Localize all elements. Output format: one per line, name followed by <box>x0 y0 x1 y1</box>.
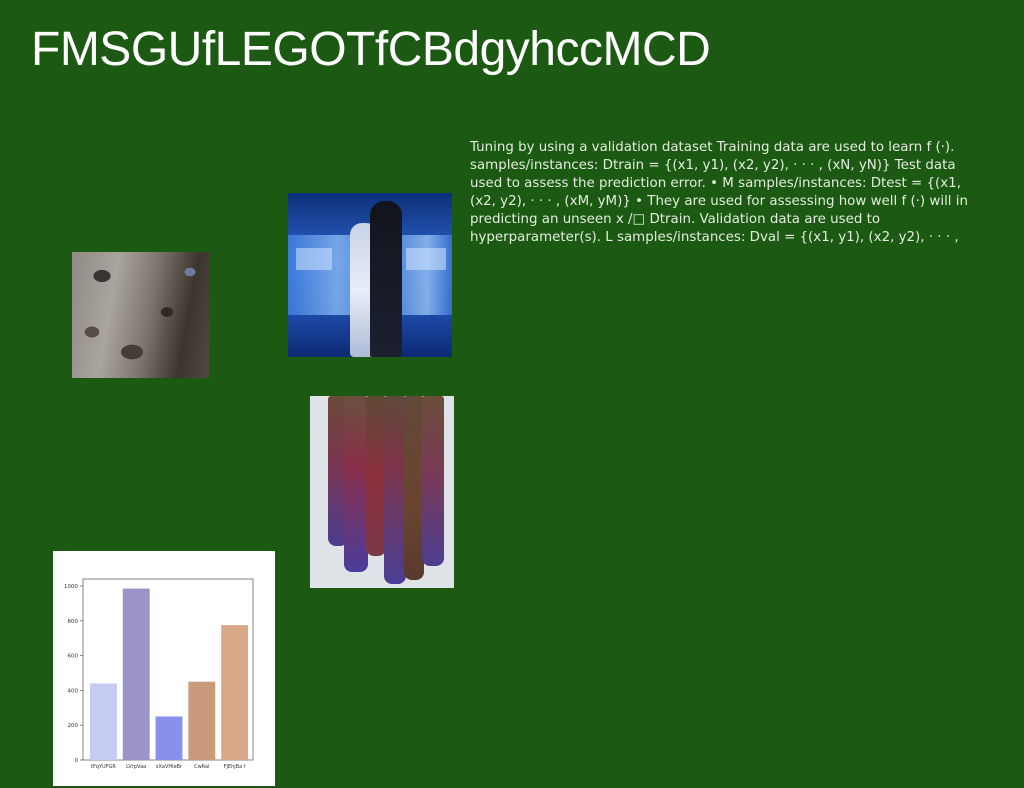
chart-bar <box>156 716 183 760</box>
x-tick-label: sXaVHIeBr <box>156 764 183 770</box>
chart-bar <box>123 589 150 760</box>
bottle <box>366 396 386 556</box>
bottle <box>404 396 424 580</box>
chart-bar <box>188 682 215 760</box>
bottle <box>384 396 406 584</box>
body-text: Tuning by using a validation dataset Tra… <box>470 139 985 247</box>
chart-bar <box>90 683 117 760</box>
x-tick-label: LVrpVaa <box>126 764 146 770</box>
y-tick-label: 1000 <box>64 584 78 590</box>
page-title: FMSGUfLEGOTfCBdgyhccMCD <box>31 22 710 78</box>
man-figure <box>370 201 402 357</box>
train-window <box>406 248 446 270</box>
rock-texture-image <box>72 252 209 378</box>
train-window <box>296 248 332 270</box>
couple-train-image <box>288 193 452 357</box>
y-tick-label: 800 <box>68 619 79 625</box>
y-tick-label: 0 <box>75 758 79 764</box>
chart-bar <box>221 625 248 760</box>
y-tick-label: 400 <box>68 688 79 694</box>
x-tick-label: FjEhjBa f <box>224 764 246 770</box>
x-tick-label: tFqYUFGR <box>91 764 116 770</box>
x-tick-label: CwRal <box>194 764 209 770</box>
bottles-artwork-image <box>310 396 454 588</box>
y-tick-label: 200 <box>68 723 79 729</box>
bottle <box>422 396 444 566</box>
y-tick-label: 600 <box>68 654 79 660</box>
bar-chart: 0 200 400 600 800 1000 tFqYUFGR LVrpVaa sXaVHIeB… <box>53 551 275 786</box>
bottle <box>344 396 368 572</box>
bar-chart-image: 0 200 400 600 800 1000 tFqYUFGR LVrpVaa sXaVHIeB… <box>53 551 275 786</box>
